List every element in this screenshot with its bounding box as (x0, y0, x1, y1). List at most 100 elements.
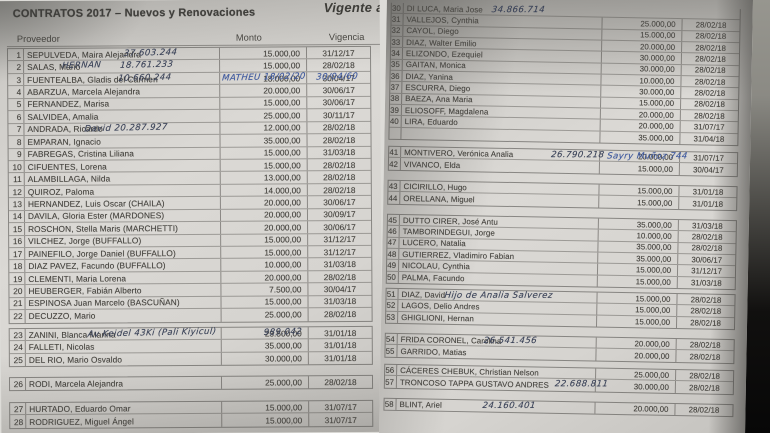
cell-vigencia: 28/02/18 (676, 305, 735, 317)
cell-vigencia: 28/02/18 (306, 59, 371, 72)
row-number: 13 (8, 198, 25, 210)
row-number: 50 (386, 271, 399, 284)
cell-proveedor: QUIROZ, Paloma (27, 186, 95, 197)
cell-vigencia: 31/04/18 (679, 132, 738, 146)
cell-proveedor: HURTADO, Eduardo Omar (29, 403, 131, 414)
handwritten-annotation: MATHEU 18/02/20 (221, 71, 307, 84)
cell-vigencia: 28/02/18 (306, 133, 371, 146)
cell-monto: 15.000,00 (219, 146, 307, 159)
handwritten-annotation: Sayry Muñoz 744 (606, 151, 689, 162)
row-number: 28 (10, 415, 27, 428)
cell-monto: 15.000,00 (221, 413, 309, 427)
cell-vigencia: 28/02/18 (306, 171, 371, 184)
cell-monto: 15.000,00 (596, 292, 677, 305)
cell-proveedor: SEPULVEDA, Maira Alejandra (26, 49, 142, 60)
row-number: 46 (387, 226, 400, 237)
handwritten-annotation: 37.603.244 (123, 47, 178, 59)
cell-monto: 15.000,00 (219, 159, 307, 172)
row-number: 20 (9, 285, 26, 297)
row-number: 45 (387, 214, 401, 226)
cell-vigencia: 28/02/18 (307, 308, 372, 321)
cell-proveedor: VIVANCO, Elda (403, 159, 461, 170)
cell-monto: 10.000,00 (220, 258, 308, 271)
cell-monto: 35.000,00 (220, 339, 308, 352)
handwritten-annotation: Hijo de Analia Salverez (443, 290, 554, 301)
cell-monto: 15.000,00 (219, 97, 307, 110)
cell-vigencia: 28/02/18 (306, 158, 371, 171)
row-number: 18 (9, 260, 26, 272)
cell-monto: 30.000,00 (600, 51, 682, 64)
handwritten-annotation: HERNAN (61, 60, 102, 72)
handwritten-annotation: 26.541.456 (483, 335, 538, 347)
cell-proveedor: ALAMBILLAGA, Nilda (27, 173, 111, 185)
cell-monto: 30.000,00 (600, 86, 681, 98)
cell-monto: 20.000,00 (219, 208, 308, 221)
table-row: 22 DECUZZO, Mario 25.000,00 28/02/18 (9, 308, 372, 323)
row-number: 54 (385, 333, 398, 345)
cell-monto: 20.000,00 (220, 271, 308, 284)
cell-monto: 20.000,00 (601, 40, 682, 53)
row-number: 14 (8, 210, 26, 223)
cell-monto: 20.000,00 (219, 84, 307, 97)
cell-monto: 15.000,00 (598, 195, 679, 209)
cell-monto: 15.000,00 (595, 315, 677, 329)
cell-proveedor: FABREGAS, Cristina Liliana (27, 148, 135, 160)
row-number: 22 (9, 310, 26, 323)
cell-vigencia: 31/03/18 (307, 295, 372, 308)
cell-monto: 15.000,00 (601, 29, 682, 42)
table-row: 25 DEL RIO, Mario Osvaldo 30.000,00 31/01/1… (9, 351, 372, 367)
row-number: 17 (9, 248, 26, 260)
cell-vigencia: 30/06/17 (677, 254, 736, 266)
cell-vigencia: 28/02/18 (306, 183, 371, 196)
cell-monto: 20.000,00 (220, 221, 308, 234)
cell-vigencia: 28/02/18 (681, 30, 740, 43)
cell-vigencia: 30/11/17 (306, 109, 371, 121)
cell-monto: 15.000,00 (221, 401, 309, 414)
table-block: 30 DI LUCA, Maria Jose 34.866.714 31 VALLEJO… (388, 2, 741, 147)
cell-proveedor: CLEMENTI, Maria Lorena (28, 272, 127, 284)
cell-vigencia: 30/06/17 (307, 221, 372, 233)
row-number: 3 (8, 73, 25, 86)
table-block: 26 RODI, Marcela Alejandra 25.000,00 28/02/… (8, 374, 374, 392)
cell-monto: 15.000,00 (598, 184, 679, 197)
cell-proveedor: PALMA, Facundo (401, 272, 465, 284)
row-number: 48 (387, 248, 400, 260)
table-row: 28 RODRIGUEZ, Miguel Ángel 15.000,00 31/07/… (10, 413, 373, 428)
vigente-label: Vigente a (323, 0, 383, 16)
cell-vigencia: 28/02/18 (679, 98, 739, 111)
cell-vigencia: 28/02/18 (676, 294, 735, 306)
cell-vigencia: 31/12/17 (307, 245, 372, 258)
cell-vigencia: 31/03/18 (677, 220, 736, 232)
cell-proveedor (401, 128, 599, 143)
row-number: 36 (390, 70, 403, 82)
row-number: 37 (390, 82, 403, 93)
cell-vigencia: 28/02/18 (677, 242, 736, 255)
cell-monto: 12.000,00 (219, 121, 307, 134)
cell-vigencia: 31/07/17 (308, 413, 373, 427)
cell-vigencia: 28/02/18 (675, 316, 735, 330)
cell-monto: 30.000,00 (600, 63, 681, 76)
cell-vigencia: 28/02/18 (680, 76, 739, 88)
row-number: 51 (386, 288, 399, 300)
cell-monto: 10.000,00 (597, 229, 678, 242)
table-block: 27 HURTADO, Eduardo Omar 15.000,00 31/07/17… (9, 399, 374, 429)
row-number: 10 (8, 160, 25, 173)
page-left: CONTRATOS 2017 – Nuevos y Renovaciones V… (0, 0, 383, 433)
cell-proveedor: EMPARAN, Ignacio (27, 136, 101, 147)
cell-vigencia: 28/02/18 (307, 375, 373, 389)
row-number: 2 (8, 61, 25, 73)
cell-monto: 15.000,00 (219, 59, 307, 72)
cell-vigencia: 31/01/18 (678, 186, 737, 198)
cell-vigencia: 28/02/18 (677, 231, 736, 243)
handwritten-annotation: 26.790.218 (550, 150, 605, 161)
row-number: 23 (9, 329, 26, 341)
cell-monto: 20.000,00 (599, 120, 680, 132)
cell-vigencia: 31/03/18 (307, 258, 372, 271)
cell-vigencia: 30/09/17 (306, 208, 372, 221)
cell-proveedor: GHIGLIONI, Hernan (401, 312, 474, 324)
cell-monto: 20.000,00 (595, 348, 676, 362)
cell-proveedor: ESPINOSA Juan Marcelo (BASCUÑAN) (28, 297, 180, 309)
cell-vigencia: 28/02/18 (306, 121, 371, 134)
row-number: 33 (391, 36, 404, 48)
